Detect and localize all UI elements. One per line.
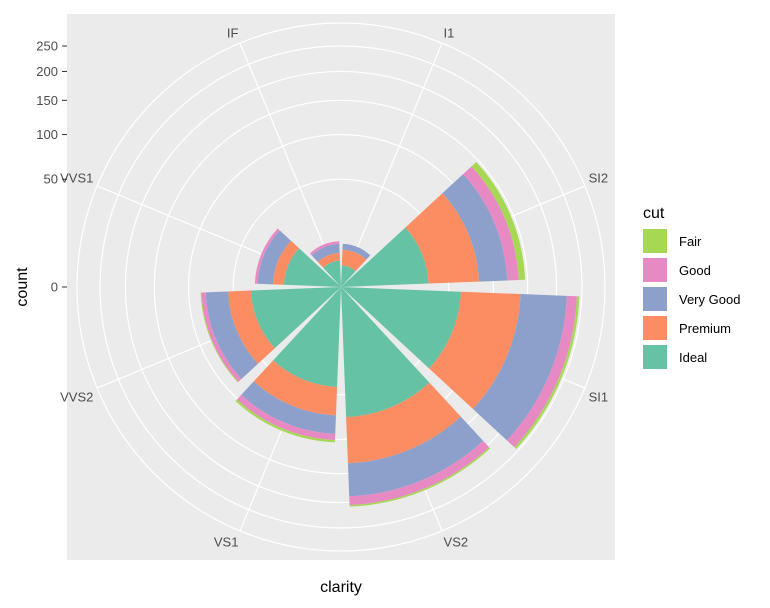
- bar-segment: [201, 292, 242, 382]
- y-tick-label: 250: [36, 39, 58, 54]
- bar-segment: [471, 161, 526, 281]
- category-label: VVS1: [60, 170, 93, 185]
- legend-label: Ideal: [679, 350, 707, 365]
- grid-circle: [124, 70, 558, 504]
- category-label: VS2: [444, 535, 469, 550]
- category-label: IF: [227, 25, 239, 40]
- bar-segment: [507, 295, 577, 448]
- legend-label: Premium: [679, 321, 731, 336]
- x-axis-title: clarity: [320, 579, 362, 596]
- bar-segment: [257, 230, 291, 285]
- bar-segment: [405, 193, 479, 284]
- legend-label: Good: [679, 263, 711, 278]
- bar-segment: [241, 381, 336, 434]
- legend-key: [643, 345, 667, 369]
- bar-segment: [253, 360, 338, 416]
- category-labels: I1 SI2 SI1 VS2 VS1 VVS2 VVS1 IF: [60, 25, 608, 549]
- bar-segment: [349, 440, 490, 506]
- bars: [200, 161, 580, 507]
- bar-segment: [205, 291, 258, 379]
- legend-key: [643, 229, 667, 253]
- bar-segment: [309, 241, 340, 256]
- y-tick-label: 100: [36, 127, 58, 142]
- bar-segment: [228, 290, 275, 364]
- bar-segment: [250, 287, 341, 349]
- legend-label: Very Good: [679, 292, 740, 307]
- grid-spoke: [340, 42, 443, 288]
- bar-segment: [311, 243, 340, 262]
- bar-segment: [342, 243, 371, 260]
- bar-segment: [237, 394, 336, 441]
- category-label: SI2: [589, 170, 609, 185]
- bar-segment: [284, 248, 341, 287]
- y-ticks: 0 50 100 150 200 250: [36, 39, 67, 295]
- y-tick-label: 150: [36, 93, 58, 108]
- bar-segment: [254, 228, 280, 284]
- y-tick-label: 0: [51, 280, 58, 295]
- bar-segment: [347, 416, 484, 497]
- legend: cut Fair Good Very Good Premium Ideal: [643, 205, 740, 369]
- legend-key: [643, 258, 667, 282]
- category-label: VVS2: [60, 390, 93, 405]
- grid-circle: [153, 99, 529, 475]
- category-label: SI1: [589, 390, 609, 405]
- grid-circle: [99, 45, 583, 529]
- bar-segment: [472, 294, 567, 441]
- category-label: I1: [444, 25, 455, 40]
- bar-segment: [341, 249, 367, 272]
- bar-segment: [317, 252, 340, 268]
- y-axis-title: count: [14, 267, 31, 307]
- bar-segment: [429, 291, 521, 409]
- legend-title: cut: [643, 205, 665, 222]
- legend-key: [643, 287, 667, 311]
- bar-segment: [463, 166, 519, 281]
- y-tick-label: 50: [44, 172, 58, 187]
- legend-label: Fair: [679, 234, 702, 249]
- bar-segment: [341, 287, 461, 369]
- legend-key: [643, 316, 667, 340]
- bar-segment: [273, 287, 341, 387]
- bar-segment: [341, 265, 356, 287]
- bar-segment: [442, 174, 508, 282]
- bar-segment: [346, 382, 461, 464]
- bar-segment: [323, 260, 341, 287]
- bar-segment: [272, 240, 300, 285]
- bar-segment: [341, 287, 430, 418]
- grid-circle: [232, 178, 450, 396]
- y-tick-label: 200: [36, 64, 58, 79]
- bar-segment: [341, 227, 429, 287]
- grid-circle-outer: [76, 22, 606, 552]
- category-label: VS1: [214, 535, 239, 550]
- grid-circle: [187, 133, 495, 441]
